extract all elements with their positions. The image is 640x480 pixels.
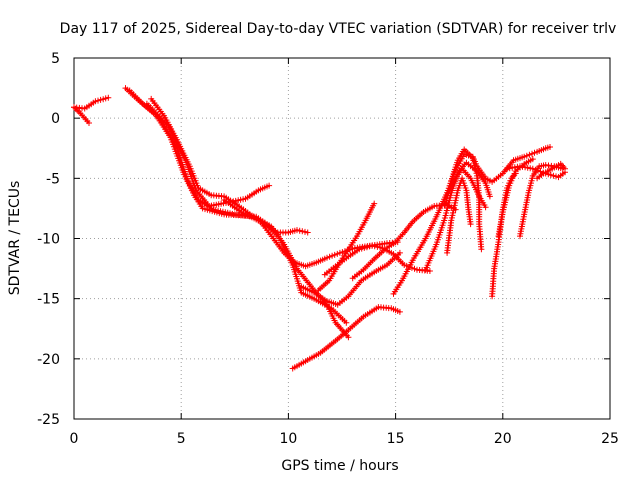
data-point-marker [486, 193, 493, 200]
data-point-marker [562, 169, 568, 176]
data-point-marker [95, 97, 101, 104]
series-track-11 [315, 200, 378, 294]
x-tick-label: 10 [279, 431, 297, 447]
data-point-marker [302, 228, 308, 235]
y-tick-label: 5 [51, 51, 60, 67]
data-point-marker [331, 251, 338, 258]
data-point-marker [469, 154, 476, 161]
chart-title: Day 117 of 2025, Sidereal Day-to-day VTE… [60, 21, 617, 37]
y-tick-labels: 5 0 -5 -10 -15 -20 -25 [37, 51, 60, 428]
data-point-marker [343, 319, 350, 326]
data-point-marker [371, 200, 378, 207]
data-point-marker [445, 190, 452, 197]
data-point-marker [361, 244, 368, 251]
y-tick-label: -10 [37, 232, 60, 248]
x-tick-label: 20 [494, 431, 512, 447]
data-point-marker [408, 264, 415, 271]
series-track-9 [289, 304, 403, 372]
data-point-marker [523, 152, 530, 159]
data-point-marker [396, 249, 403, 256]
series-track-22 [504, 163, 568, 181]
x-axis-title: GPS time / hours [281, 458, 398, 474]
data-point-marker [547, 144, 553, 150]
data-point-marker [542, 170, 549, 177]
series-track-17 [444, 175, 474, 256]
x-tick-label: 15 [387, 431, 405, 447]
data-point-marker [371, 243, 378, 250]
data-point-marker [472, 165, 479, 172]
x-tick-label: 5 [177, 431, 186, 447]
series-line [491, 172, 517, 298]
data-point-marker [532, 166, 539, 173]
series-track-16 [441, 146, 485, 253]
series-track-8 [298, 249, 403, 308]
data-point-marker [478, 246, 485, 253]
data-point-marker [92, 98, 99, 105]
y-tick-label: 0 [51, 111, 60, 127]
data-point-marker [266, 182, 273, 189]
data-point-marker [426, 268, 433, 274]
series-track-6 [143, 100, 273, 209]
data-point-marker [102, 95, 109, 102]
data-point-marker [105, 94, 112, 101]
data-point-marker [471, 160, 477, 166]
data-point-marker [345, 334, 352, 341]
series-layer [71, 85, 568, 372]
data-point-marker [443, 198, 450, 204]
data-point-marker [473, 170, 480, 177]
data-point-marker [550, 172, 557, 179]
data-point-marker [299, 228, 306, 235]
data-point-marker [443, 207, 450, 214]
y-axis-title: SDTVAR / TECUs [7, 181, 23, 296]
data-point-marker [366, 243, 373, 250]
data-point-marker [482, 204, 489, 211]
data-point-marker [369, 242, 375, 249]
data-point-marker [358, 245, 365, 252]
data-point-marker [521, 153, 528, 160]
data-point-marker [97, 96, 104, 103]
data-point-marker [334, 250, 341, 257]
data-point-marker [447, 180, 454, 187]
data-point-marker [531, 149, 538, 156]
x-tick-label: 25 [601, 431, 619, 447]
x-tick-labels: 0 5 10 15 20 25 [70, 431, 619, 447]
data-point-marker [529, 156, 536, 163]
data-point-marker [294, 227, 300, 234]
data-point-marker [86, 120, 92, 126]
series-track-18 [489, 170, 519, 300]
data-point-marker [467, 221, 474, 228]
data-point-marker [471, 162, 478, 169]
data-point-marker [296, 227, 303, 234]
y-tick-label: -5 [46, 171, 60, 187]
data-point-marker [396, 308, 403, 315]
data-point-marker [529, 165, 536, 172]
data-point-marker [324, 254, 330, 261]
data-point-marker [329, 252, 336, 259]
data-point-marker [547, 172, 554, 178]
y-tick-label: -20 [37, 352, 60, 368]
series-track-2 [71, 104, 92, 126]
data-point-marker [537, 168, 544, 175]
data-point-marker [526, 151, 533, 158]
data-point-marker [377, 244, 384, 251]
y-tick-label: -15 [37, 292, 60, 308]
data-point-marker [374, 243, 381, 250]
y-tick-label: -25 [37, 412, 60, 428]
data-point-marker [540, 169, 547, 176]
data-point-marker [304, 229, 311, 236]
x-tick-label: 0 [70, 431, 79, 447]
axis-ticks [73, 57, 611, 420]
